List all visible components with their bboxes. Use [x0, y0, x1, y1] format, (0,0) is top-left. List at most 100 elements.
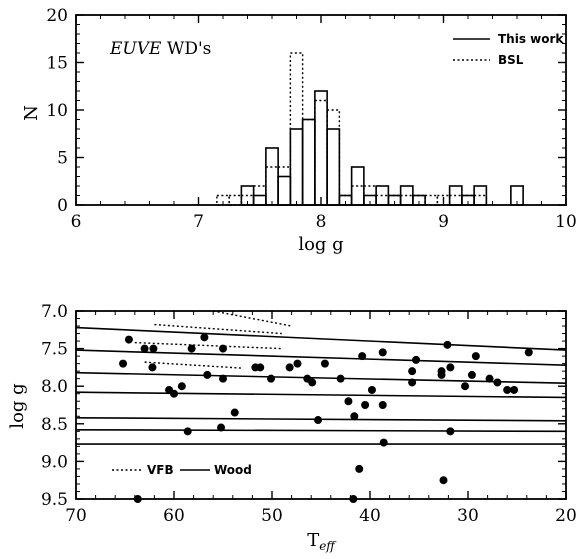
histogram-bar	[289, 128, 304, 206]
histogram-bar	[265, 147, 279, 206]
vfb-track-line	[134, 341, 282, 350]
histogram-x-axis-label: log g	[298, 234, 343, 255]
y-tick-label: 9.5	[41, 490, 68, 510]
data-point	[493, 378, 502, 387]
data-point	[379, 438, 388, 447]
histogram-panel: 6 7 8 9 10 0 5 10 15 20 EUVE WD's This work BSL N…	[21, 6, 577, 255]
legend-label-vfb: VFB	[147, 463, 174, 477]
data-point	[439, 476, 448, 485]
data-point	[314, 416, 323, 425]
histogram-bar	[301, 118, 316, 206]
data-point	[344, 397, 353, 406]
data-point	[467, 370, 476, 379]
histogram-annotation: EUVE WD's	[109, 39, 211, 59]
data-point	[503, 385, 512, 394]
histogram-bar	[314, 99, 328, 206]
data-point	[350, 412, 359, 421]
data-point	[219, 344, 227, 353]
histogram-bar	[277, 166, 292, 206]
data-point	[443, 340, 452, 349]
x-tick-label: 40	[359, 506, 381, 526]
data-point	[124, 335, 133, 344]
data-point	[217, 423, 226, 432]
data-point	[361, 401, 370, 409]
histogram-bar	[326, 109, 341, 206]
data-point	[408, 378, 417, 387]
scatter-frame	[75, 310, 567, 500]
y-tick-label: 5	[57, 149, 68, 169]
histogram-bar	[314, 90, 328, 206]
histogram-bar	[252, 194, 267, 206]
legend-label-bsl: BSL	[498, 53, 524, 67]
scatter-panel: 70 60 50 40 30 207.07.58.08.59.09.5 VFB Wood …	[7, 302, 577, 553]
data-point	[293, 359, 302, 368]
scatter-y-axis-label: log g	[7, 383, 28, 428]
y-tick-label: 15	[46, 54, 68, 74]
x-tick-label: 30	[457, 506, 479, 526]
data-point	[203, 370, 212, 379]
histogram-bar	[350, 185, 365, 206]
vfb-track-line	[154, 323, 282, 335]
data-point	[119, 359, 128, 368]
histogram-bar	[375, 194, 390, 206]
data-point	[412, 355, 421, 364]
x-tick-label: 60	[163, 506, 185, 526]
data-point	[187, 344, 196, 353]
histogram-bar	[326, 128, 341, 206]
data-point	[446, 363, 455, 372]
histogram-bar	[228, 194, 243, 206]
data-point	[170, 389, 178, 398]
wood-track-line	[75, 349, 567, 366]
wood-track-line	[75, 326, 567, 351]
data-point	[219, 374, 227, 383]
data-point	[437, 370, 446, 379]
legend-label-this-work: This work	[498, 32, 564, 46]
y-tick-label: 0	[57, 196, 68, 216]
x-tick-label: 9	[438, 212, 449, 232]
x-tick-label: 70	[65, 506, 87, 526]
data-point	[320, 359, 329, 368]
wood-track-line	[75, 429, 567, 433]
data-point	[471, 352, 480, 361]
data-point	[367, 385, 376, 394]
data-point	[408, 367, 417, 376]
x-tick-label: 20	[555, 506, 577, 526]
scatter-legend: VFB Wood	[112, 463, 252, 477]
y-tick-label: 9.0	[41, 452, 68, 472]
data-point	[358, 352, 367, 361]
y-tick-label: 10	[46, 101, 68, 121]
y-tick-label: 20	[46, 6, 68, 26]
data-point	[140, 344, 149, 353]
data-point	[308, 378, 317, 387]
wood-track-line	[75, 391, 567, 399]
data-point	[230, 408, 239, 417]
data-point	[267, 374, 276, 383]
data-point	[485, 374, 494, 383]
data-point	[183, 427, 192, 436]
x-tick-label: 50	[261, 506, 283, 526]
data-point	[148, 363, 157, 372]
vfb-track-line	[144, 361, 243, 369]
histogram-bar	[289, 52, 304, 206]
histogram-series-this-work	[240, 90, 524, 206]
x-tick-label: 8	[316, 212, 327, 232]
histogram-bar	[277, 175, 292, 206]
data-point	[446, 427, 455, 436]
x-tick-label: 10	[555, 212, 577, 232]
data-point	[510, 385, 519, 394]
histogram-bar	[399, 194, 414, 206]
data-point	[461, 382, 470, 391]
data-point	[177, 382, 186, 391]
legend-label-wood: Wood	[214, 463, 252, 477]
y-tick-label: 7.5	[41, 340, 68, 360]
y-tick-label: 8.0	[41, 377, 68, 397]
histogram-legend: This work BSL	[453, 32, 564, 67]
histogram-bar	[301, 118, 316, 206]
x-tick-label: 7	[193, 212, 204, 232]
data-point	[149, 344, 158, 353]
data-point	[378, 348, 387, 357]
x-tick-label: 6	[71, 212, 82, 232]
wood-track-line	[75, 371, 567, 384]
data-point	[524, 348, 533, 357]
